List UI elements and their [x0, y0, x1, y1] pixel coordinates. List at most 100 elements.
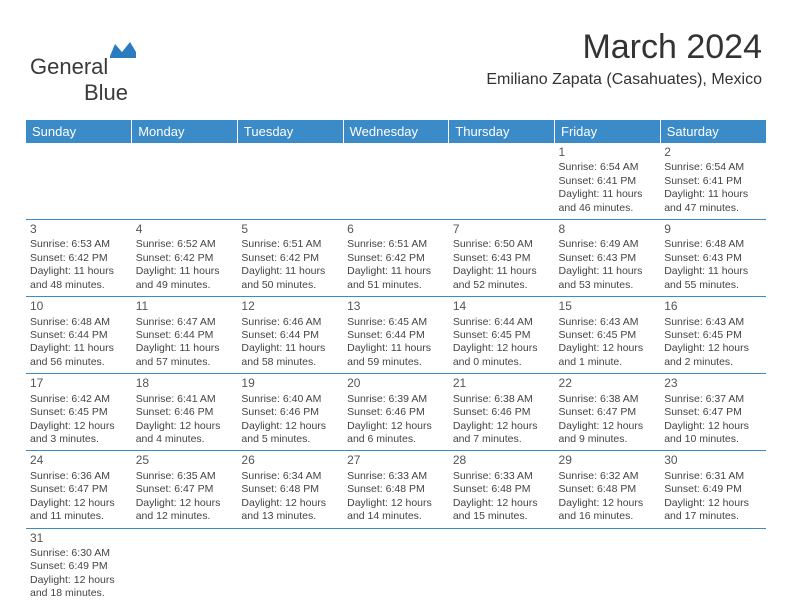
sunset-text: Sunset: 6:42 PM — [347, 252, 445, 265]
daylight-text: and 0 minutes. — [453, 356, 551, 369]
weekday-header: Monday — [132, 120, 238, 143]
sunset-text: Sunset: 6:44 PM — [30, 329, 128, 342]
sunset-text: Sunset: 6:45 PM — [30, 406, 128, 419]
weekday-header: Thursday — [449, 120, 555, 143]
sunrise-text: Sunrise: 6:45 AM — [347, 316, 445, 329]
daylight-text: Daylight: 12 hours — [241, 420, 339, 433]
daylight-text: Daylight: 12 hours — [136, 420, 234, 433]
calendar-cell-empty — [343, 143, 449, 220]
daylight-text: and 53 minutes. — [559, 279, 657, 292]
daylight-text: Daylight: 12 hours — [241, 497, 339, 510]
daylight-text: Daylight: 12 hours — [453, 420, 551, 433]
daylight-text: and 52 minutes. — [453, 279, 551, 292]
sunrise-text: Sunrise: 6:52 AM — [136, 238, 234, 251]
daylight-text: and 17 minutes. — [664, 510, 762, 523]
sunset-text: Sunset: 6:42 PM — [30, 252, 128, 265]
daylight-text: and 3 minutes. — [30, 433, 128, 446]
daylight-text: and 2 minutes. — [664, 356, 762, 369]
day-number: 27 — [347, 453, 445, 468]
sunrise-text: Sunrise: 6:42 AM — [30, 393, 128, 406]
daylight-text: and 56 minutes. — [30, 356, 128, 369]
calendar-cell: 10Sunrise: 6:48 AMSunset: 6:44 PMDayligh… — [26, 297, 132, 374]
daylight-text: Daylight: 11 hours — [453, 265, 551, 278]
daylight-text: Daylight: 12 hours — [30, 497, 128, 510]
day-number: 18 — [136, 376, 234, 391]
calendar-cell-empty — [449, 528, 555, 605]
calendar-cell-empty — [660, 528, 766, 605]
calendar-cell: 28Sunrise: 6:33 AMSunset: 6:48 PMDayligh… — [449, 451, 555, 528]
sunset-text: Sunset: 6:43 PM — [453, 252, 551, 265]
calendar-row: 31Sunrise: 6:30 AMSunset: 6:49 PMDayligh… — [26, 528, 766, 605]
sunrise-text: Sunrise: 6:30 AM — [30, 547, 128, 560]
daylight-text: and 5 minutes. — [241, 433, 339, 446]
calendar-cell: 23Sunrise: 6:37 AMSunset: 6:47 PMDayligh… — [660, 374, 766, 451]
daylight-text: and 46 minutes. — [559, 202, 657, 215]
sunset-text: Sunset: 6:42 PM — [241, 252, 339, 265]
sunset-text: Sunset: 6:48 PM — [559, 483, 657, 496]
logo-text: General Blue — [30, 42, 136, 106]
day-number: 10 — [30, 299, 128, 314]
calendar-cell: 3Sunrise: 6:53 AMSunset: 6:42 PMDaylight… — [26, 220, 132, 297]
sunrise-text: Sunrise: 6:36 AM — [30, 470, 128, 483]
calendar-cell: 19Sunrise: 6:40 AMSunset: 6:46 PMDayligh… — [237, 374, 343, 451]
sunrise-text: Sunrise: 6:31 AM — [664, 470, 762, 483]
calendar-cell: 17Sunrise: 6:42 AMSunset: 6:45 PMDayligh… — [26, 374, 132, 451]
day-number: 19 — [241, 376, 339, 391]
daylight-text: and 47 minutes. — [664, 202, 762, 215]
sunrise-text: Sunrise: 6:33 AM — [453, 470, 551, 483]
sunset-text: Sunset: 6:45 PM — [664, 329, 762, 342]
day-number: 16 — [664, 299, 762, 314]
day-number: 23 — [664, 376, 762, 391]
weekday-header: Wednesday — [343, 120, 449, 143]
calendar-row: 1Sunrise: 6:54 AMSunset: 6:41 PMDaylight… — [26, 143, 766, 220]
daylight-text: Daylight: 11 hours — [241, 265, 339, 278]
day-number: 12 — [241, 299, 339, 314]
calendar-row: 10Sunrise: 6:48 AMSunset: 6:44 PMDayligh… — [26, 297, 766, 374]
daylight-text: and 16 minutes. — [559, 510, 657, 523]
daylight-text: and 7 minutes. — [453, 433, 551, 446]
calendar-cell: 7Sunrise: 6:50 AMSunset: 6:43 PMDaylight… — [449, 220, 555, 297]
daylight-text: Daylight: 11 hours — [30, 265, 128, 278]
daylight-text: Daylight: 11 hours — [347, 342, 445, 355]
sunset-text: Sunset: 6:47 PM — [664, 406, 762, 419]
day-number: 8 — [559, 222, 657, 237]
title-block: March 2024 Emiliano Zapata (Casahuates),… — [486, 28, 762, 89]
sunset-text: Sunset: 6:47 PM — [559, 406, 657, 419]
daylight-text: and 13 minutes. — [241, 510, 339, 523]
sunrise-text: Sunrise: 6:51 AM — [347, 238, 445, 251]
daylight-text: Daylight: 11 hours — [664, 188, 762, 201]
calendar-cell: 14Sunrise: 6:44 AMSunset: 6:45 PMDayligh… — [449, 297, 555, 374]
sunset-text: Sunset: 6:47 PM — [30, 483, 128, 496]
calendar-row: 3Sunrise: 6:53 AMSunset: 6:42 PMDaylight… — [26, 220, 766, 297]
sunrise-text: Sunrise: 6:43 AM — [664, 316, 762, 329]
weekday-header: Saturday — [660, 120, 766, 143]
sunset-text: Sunset: 6:48 PM — [453, 483, 551, 496]
daylight-text: Daylight: 12 hours — [30, 420, 128, 433]
calendar-body: 1Sunrise: 6:54 AMSunset: 6:41 PMDaylight… — [26, 143, 766, 605]
daylight-text: and 57 minutes. — [136, 356, 234, 369]
daylight-text: Daylight: 12 hours — [664, 497, 762, 510]
calendar-cell: 22Sunrise: 6:38 AMSunset: 6:47 PMDayligh… — [555, 374, 661, 451]
calendar-cell: 30Sunrise: 6:31 AMSunset: 6:49 PMDayligh… — [660, 451, 766, 528]
daylight-text: and 49 minutes. — [136, 279, 234, 292]
daylight-text: and 12 minutes. — [136, 510, 234, 523]
daylight-text: Daylight: 11 hours — [559, 265, 657, 278]
sunset-text: Sunset: 6:41 PM — [559, 175, 657, 188]
sunrise-text: Sunrise: 6:50 AM — [453, 238, 551, 251]
calendar-cell: 12Sunrise: 6:46 AMSunset: 6:44 PMDayligh… — [237, 297, 343, 374]
day-number: 30 — [664, 453, 762, 468]
weekday-header: Tuesday — [237, 120, 343, 143]
sunset-text: Sunset: 6:48 PM — [347, 483, 445, 496]
sunrise-text: Sunrise: 6:34 AM — [241, 470, 339, 483]
calendar-cell-empty — [132, 528, 238, 605]
sunset-text: Sunset: 6:42 PM — [136, 252, 234, 265]
sunrise-text: Sunrise: 6:49 AM — [559, 238, 657, 251]
day-number: 14 — [453, 299, 551, 314]
daylight-text: and 4 minutes. — [136, 433, 234, 446]
daylight-text: Daylight: 12 hours — [664, 342, 762, 355]
sunrise-text: Sunrise: 6:43 AM — [559, 316, 657, 329]
daylight-text: Daylight: 11 hours — [559, 188, 657, 201]
day-number: 4 — [136, 222, 234, 237]
weekday-row: SundayMondayTuesdayWednesdayThursdayFrid… — [26, 120, 766, 143]
calendar-cell: 6Sunrise: 6:51 AMSunset: 6:42 PMDaylight… — [343, 220, 449, 297]
